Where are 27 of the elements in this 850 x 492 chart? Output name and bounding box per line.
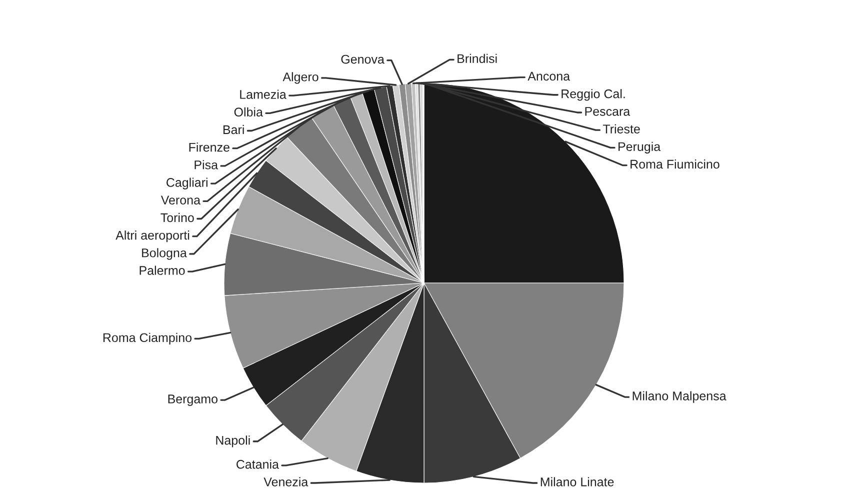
slice-label: Catania — [236, 460, 279, 469]
slice-label: Milano Linate — [540, 477, 614, 486]
slice-label: Olbia — [234, 107, 263, 117]
slice-label: Pisa — [194, 160, 218, 170]
slice-label: Palermo — [140, 266, 185, 275]
slice-label: Altri aeroporti — [116, 230, 190, 242]
slice-label: Roma Fiumicino — [630, 159, 720, 169]
slice-label: Trieste — [602, 124, 640, 134]
slice-label: Verona — [160, 196, 200, 205]
slice-label: Bari — [223, 124, 244, 134]
slice-label: Napoli — [216, 436, 250, 448]
slice-label: Cagliari — [166, 178, 208, 190]
slice-label: Pescara — [585, 107, 630, 116]
slice-label: Venezia — [264, 477, 308, 486]
slice-label: Bologna — [142, 248, 187, 260]
slice-label: Roma Ciampino — [103, 332, 192, 345]
slice-label: Reggio Cal. — [562, 89, 625, 101]
slice-label: Ancona — [528, 72, 570, 81]
slice-label: Perugia — [618, 142, 661, 154]
slice-label: Torino — [160, 212, 194, 222]
slice-label: Milano Malpensa — [632, 391, 726, 403]
slice-label: Bergamo — [168, 394, 218, 406]
slice-label: Genova — [341, 54, 384, 64]
slice-label: Lamezia — [240, 90, 286, 99]
slice-label: Brindisi — [458, 54, 497, 64]
slice-label: Firenze — [189, 142, 230, 152]
slice-label: Algero — [282, 72, 318, 84]
